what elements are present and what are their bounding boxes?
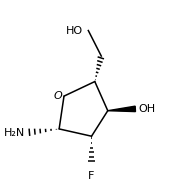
Text: H₂N: H₂N — [4, 128, 25, 138]
Text: O: O — [53, 91, 62, 101]
Text: HO: HO — [66, 26, 84, 36]
Polygon shape — [108, 106, 136, 112]
Text: F: F — [88, 171, 95, 181]
Text: OH: OH — [139, 104, 156, 114]
